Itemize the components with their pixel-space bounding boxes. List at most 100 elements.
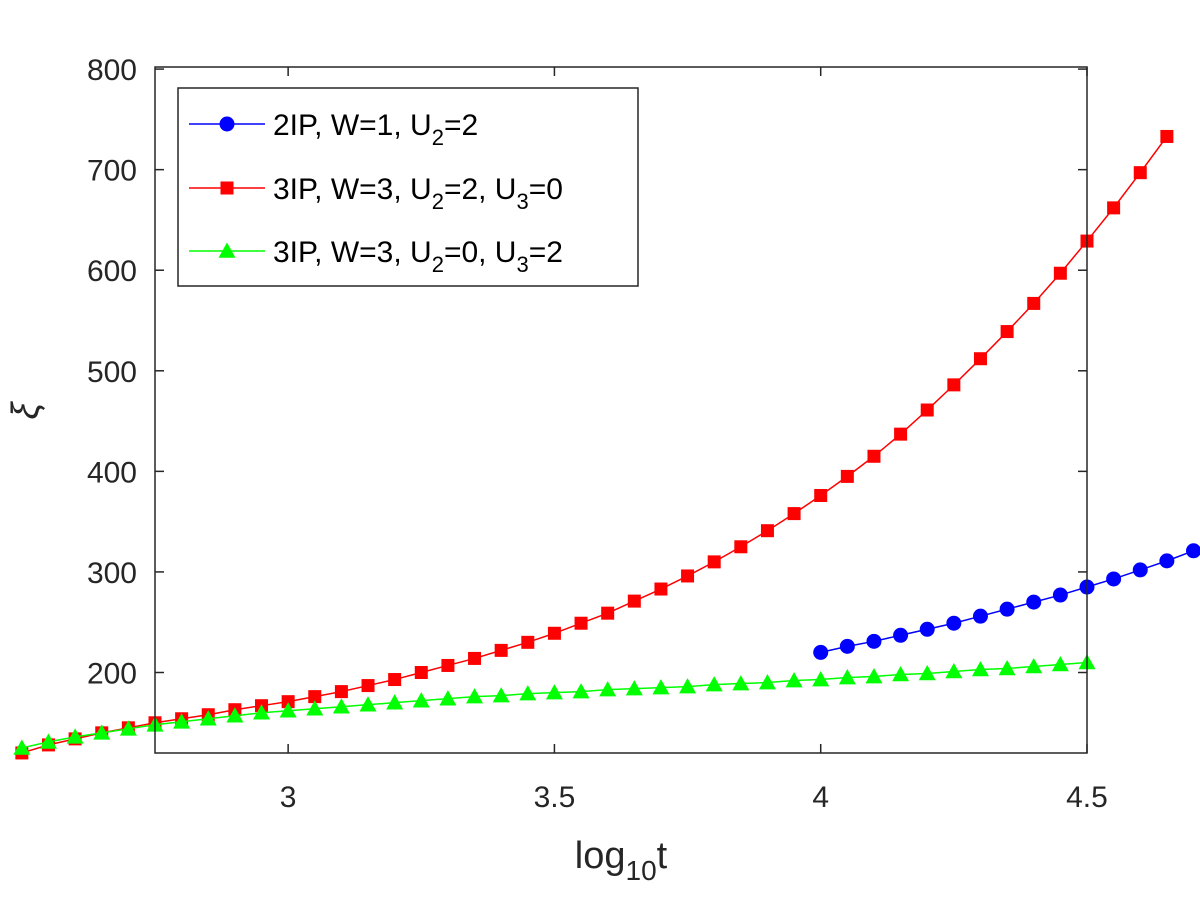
data-point (334, 685, 348, 699)
legend-label-part: 2 (432, 125, 444, 150)
data-point (839, 638, 855, 654)
legend-label-part: =2, U (444, 173, 517, 206)
data-point (679, 678, 697, 694)
data-point (199, 710, 217, 726)
data-point (865, 668, 883, 684)
series-circle (813, 543, 1200, 660)
data-point (1159, 553, 1175, 569)
legend-label-part: 3IP, W=3, U (273, 173, 432, 206)
x-axis-label-base: log (575, 835, 626, 877)
data-point (361, 679, 375, 693)
series-triangle (13, 653, 1096, 755)
data-point (814, 488, 828, 502)
y-tick-label: 600 (87, 255, 137, 288)
data-point (945, 662, 963, 679)
data-point (1027, 296, 1041, 310)
data-point (1106, 571, 1122, 587)
data-point (547, 626, 561, 640)
data-point (253, 704, 271, 720)
y-tick-label: 500 (87, 356, 137, 389)
data-point (972, 608, 988, 624)
legend-label-part: 3 (516, 252, 528, 277)
y-tick-label: 400 (87, 456, 137, 489)
data-point (947, 378, 961, 392)
data-point (441, 658, 455, 672)
data-point (492, 687, 510, 703)
data-point (386, 694, 404, 710)
data-point (414, 666, 428, 679)
legend-marker (219, 116, 235, 132)
data-point (1025, 657, 1043, 674)
data-point (681, 569, 695, 583)
data-point (13, 739, 31, 755)
data-point (412, 692, 430, 708)
legend-marker (220, 181, 234, 195)
data-point (705, 676, 723, 692)
data-point (521, 635, 535, 649)
legend-label-part: =0 (529, 173, 563, 206)
data-point (468, 651, 482, 665)
data-point (466, 688, 484, 704)
data-point (652, 679, 670, 695)
x-tick-label: 3 (280, 781, 297, 814)
data-point (599, 681, 617, 697)
legend-label-part: 2 (432, 252, 444, 277)
x-tick-label: 3.5 (534, 781, 576, 814)
legend-label-part: 2IP, W=1, U (273, 109, 432, 142)
data-point (866, 633, 882, 649)
data-point (838, 669, 856, 685)
data-point (439, 690, 457, 706)
data-point (654, 582, 668, 596)
data-point (732, 675, 750, 691)
y-tick-label: 800 (87, 54, 137, 87)
data-point (785, 672, 803, 688)
data-point (279, 702, 297, 718)
legend-label-part: 2 (432, 189, 444, 214)
data-point (999, 601, 1015, 617)
data-point (1000, 325, 1014, 339)
data-point (226, 707, 244, 723)
data-point (812, 671, 830, 687)
legend-item: 2IP, W=1, U2=2 (189, 109, 478, 150)
legend-label-part: 3 (516, 189, 528, 214)
data-point (119, 720, 137, 736)
data-point (918, 665, 936, 681)
data-point (919, 621, 935, 637)
x-tick-label: 4.5 (1066, 781, 1108, 814)
data-point (1051, 655, 1069, 672)
data-point (66, 728, 84, 744)
y-tick-label: 300 (87, 557, 137, 590)
y-tick-label: 700 (87, 155, 137, 188)
legend-item: 3IP, W=3, U2=0, U3=2 (189, 236, 563, 277)
data-point (332, 698, 350, 714)
data-point (1053, 266, 1067, 280)
data-point (627, 594, 641, 608)
data-point (894, 427, 908, 441)
data-point (173, 713, 191, 729)
series-layer (13, 129, 1200, 760)
data-point (1160, 129, 1174, 143)
data-point (39, 733, 57, 749)
ticks-layer: 33.544.555.56200300400500600700800 (87, 54, 1108, 814)
data-point (787, 507, 801, 521)
data-point (892, 666, 910, 682)
legend-label-part: =0, U (444, 236, 517, 269)
data-point (1026, 594, 1042, 610)
data-point (306, 700, 324, 716)
x-axis-label-tail: t (657, 835, 668, 877)
data-point (734, 540, 748, 554)
data-point (760, 524, 774, 538)
legend-marker (218, 242, 236, 258)
data-point (625, 680, 643, 696)
data-point (971, 660, 989, 677)
data-point (601, 606, 615, 620)
data-point (572, 683, 590, 699)
legend-label-part: =2 (444, 109, 478, 142)
legend-label-part: 3IP, W=3, U (273, 236, 432, 269)
data-point (946, 615, 962, 631)
legend-item: 3IP, W=3, U2=2, U3=0 (189, 173, 563, 214)
data-point (545, 684, 563, 700)
data-point (359, 696, 377, 712)
